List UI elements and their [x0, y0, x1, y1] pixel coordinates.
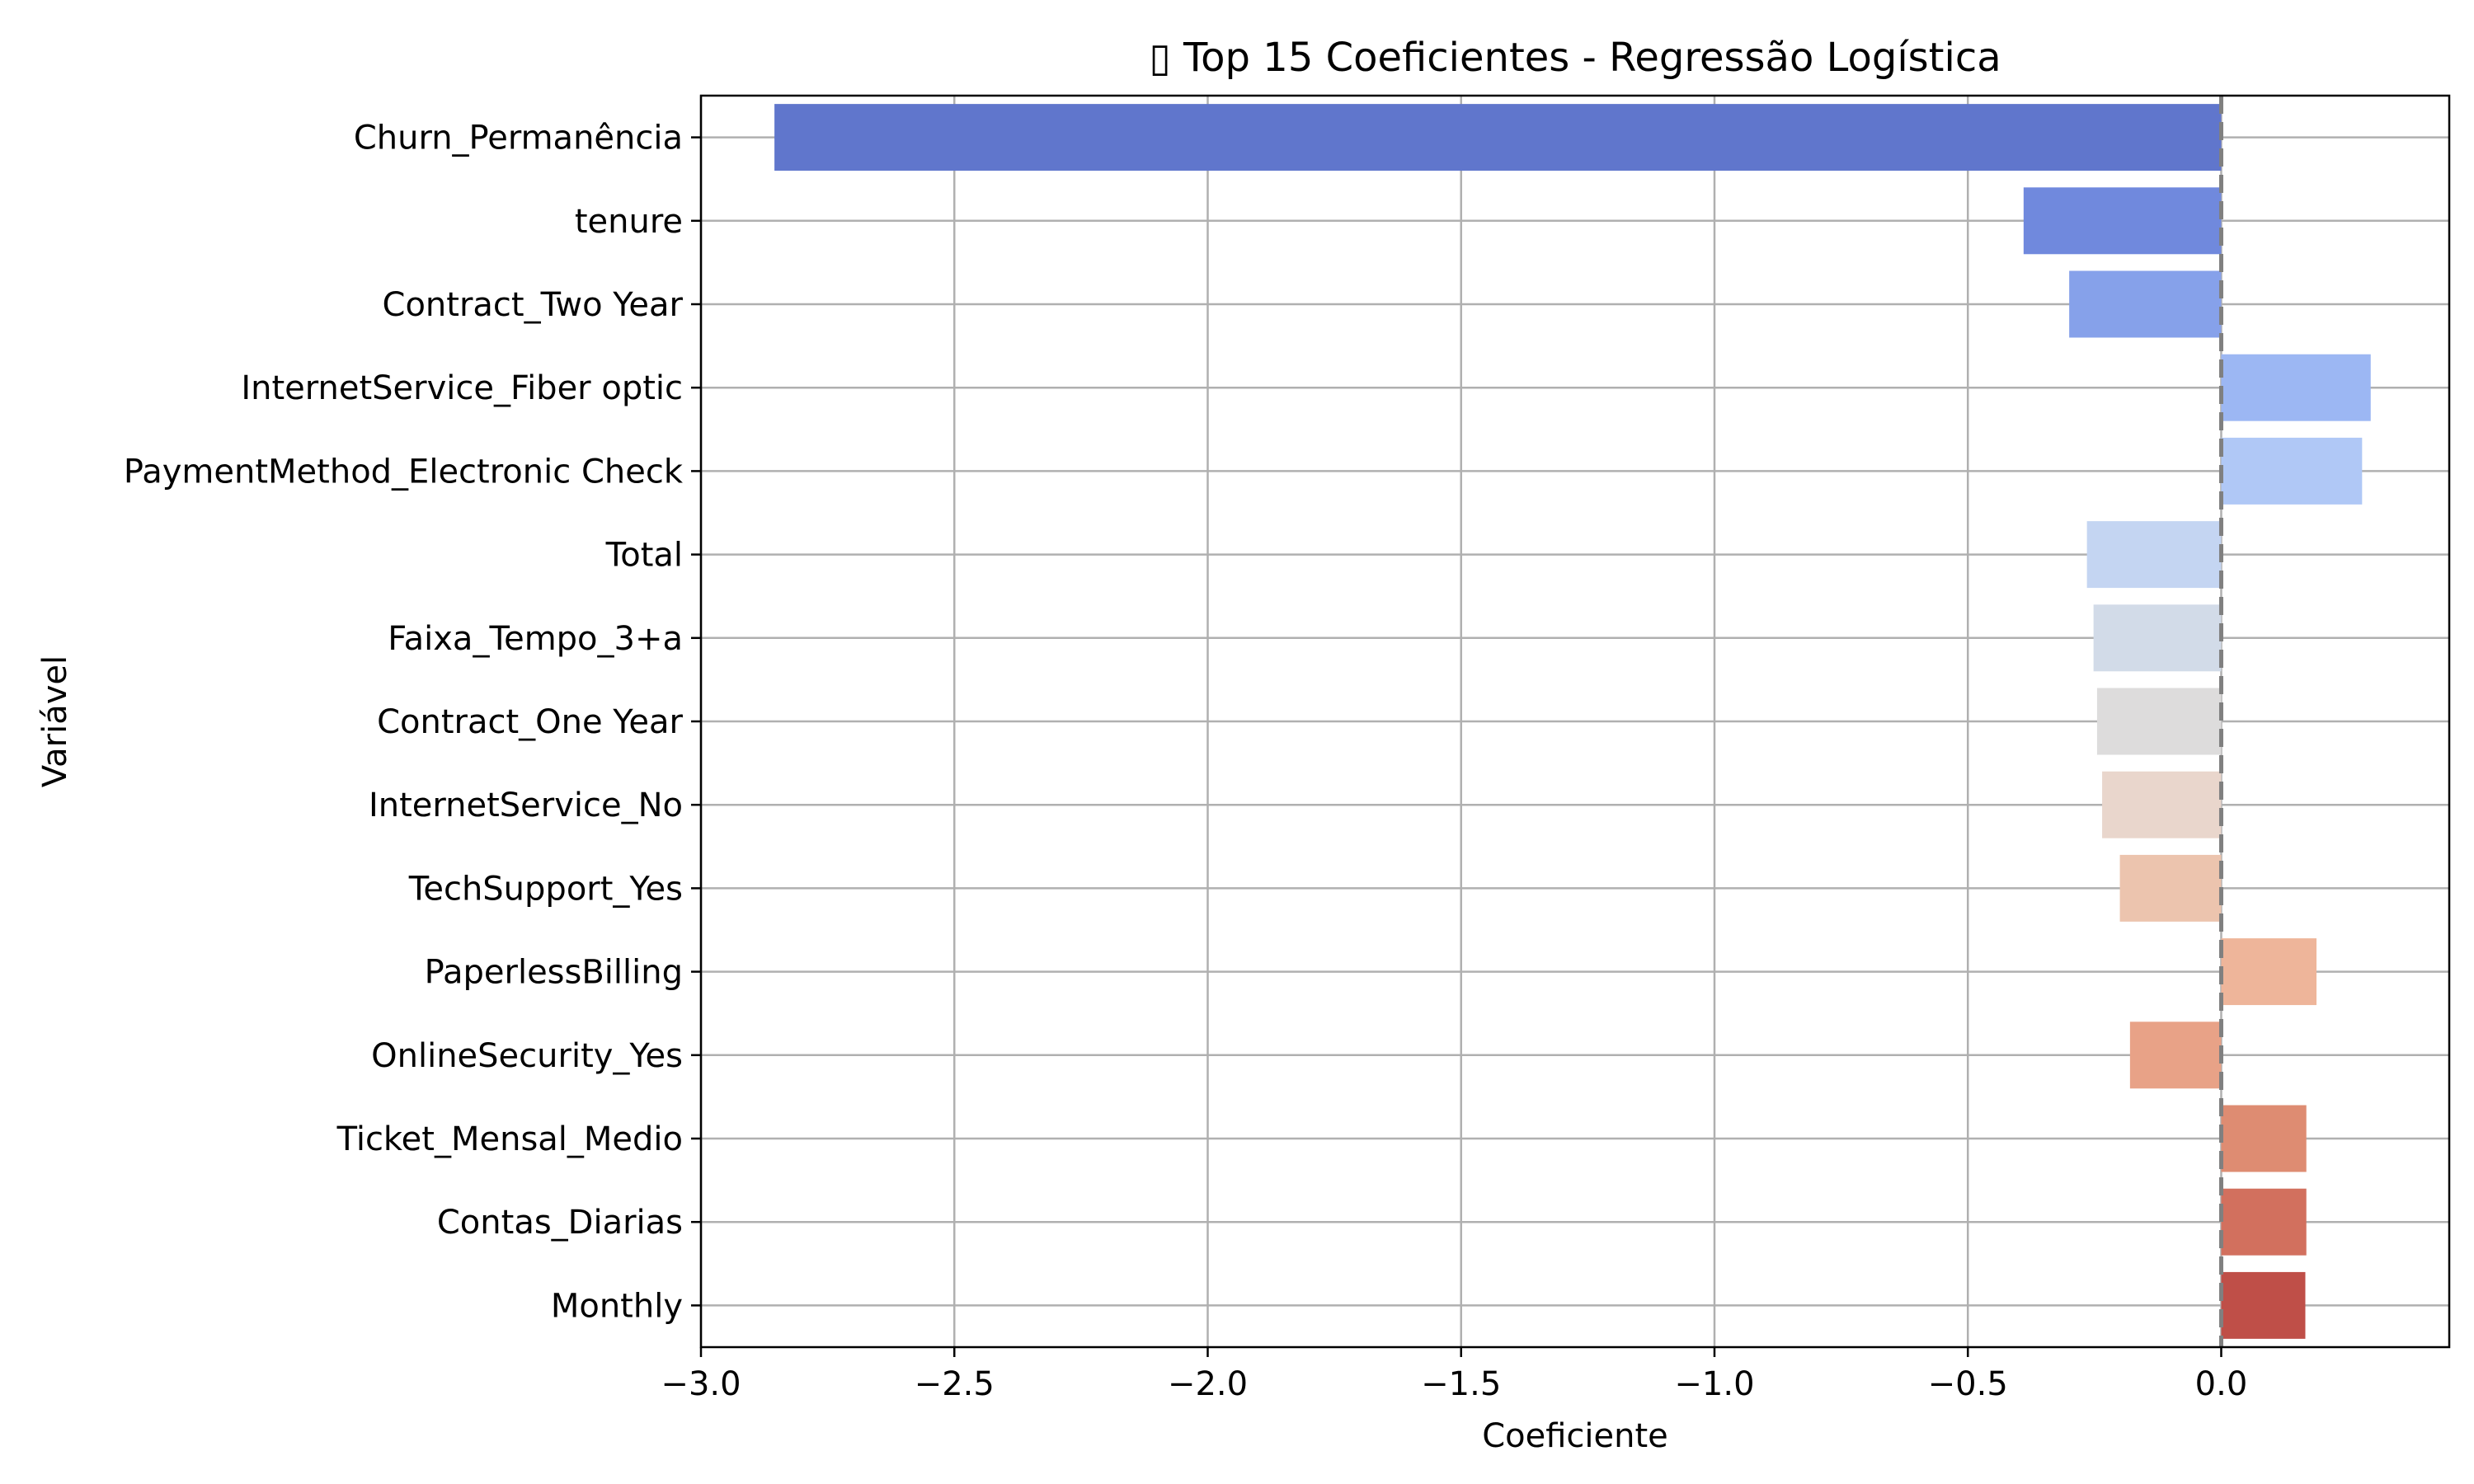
y-tick-label: InternetService_No: [369, 787, 683, 824]
bar: [2221, 354, 2371, 421]
bar: [2221, 1271, 2306, 1339]
y-tick-label: InternetService_Fiber optic: [241, 369, 683, 407]
bar: [2093, 604, 2222, 672]
y-tick-label: PaymentMethod_Electronic Check: [124, 453, 684, 491]
x-tick-label: −0.5: [1928, 1365, 2008, 1403]
x-tick-label: −1.5: [1421, 1365, 1501, 1403]
y-tick-label: Ticket_Mensal_Medio: [336, 1120, 683, 1158]
x-tick-label: −1.0: [1674, 1365, 1754, 1403]
y-tick-label: OnlineSecurity_Yes: [371, 1037, 683, 1075]
y-tick-label: PaperlessBilling: [425, 954, 683, 992]
y-tick-label: tenure: [575, 203, 683, 241]
chart-title: ▯ Top 15 Coeficientes - Regressão Logíst…: [1149, 35, 2001, 81]
y-tick-label: Contas_Diarias: [437, 1204, 683, 1242]
x-tick-label: −3.0: [661, 1365, 741, 1403]
bar: [2023, 187, 2222, 255]
x-tick-label: −2.0: [1168, 1365, 1248, 1403]
y-tick-label: TechSupport_Yes: [408, 870, 683, 908]
bar: [2096, 688, 2222, 755]
y-tick-label: Churn_Permanência: [354, 120, 683, 157]
y-tick-label: Contract_One Year: [377, 703, 683, 741]
bar: [2221, 1188, 2307, 1256]
bar-layer: [774, 104, 2371, 1339]
y-tick-label: Total: [605, 537, 683, 575]
bar: [2069, 270, 2222, 338]
bar: [2221, 938, 2317, 1006]
bar: [774, 104, 2222, 171]
x-tick-layer: −3.0 −2.5 −2.0 −1.5 −1.0 −0.5 0.0: [661, 1347, 2247, 1403]
bar: [2129, 1021, 2222, 1089]
y-axis-label: Variável: [36, 655, 74, 787]
bar: [2086, 521, 2222, 589]
bar: [2221, 1105, 2307, 1172]
x-tick-label: −2.5: [915, 1365, 995, 1403]
bar: [2221, 437, 2363, 505]
bar: [2102, 771, 2222, 838]
x-tick-label: 0.0: [2195, 1365, 2248, 1403]
bar: [2119, 854, 2222, 922]
y-tick-label: Faixa_Tempo_3+a: [388, 620, 683, 658]
y-tick-label: Monthly: [551, 1287, 683, 1325]
x-axis-label: Coeficiente: [1482, 1417, 1668, 1455]
y-tick-label: Contract_Two Year: [383, 286, 684, 324]
